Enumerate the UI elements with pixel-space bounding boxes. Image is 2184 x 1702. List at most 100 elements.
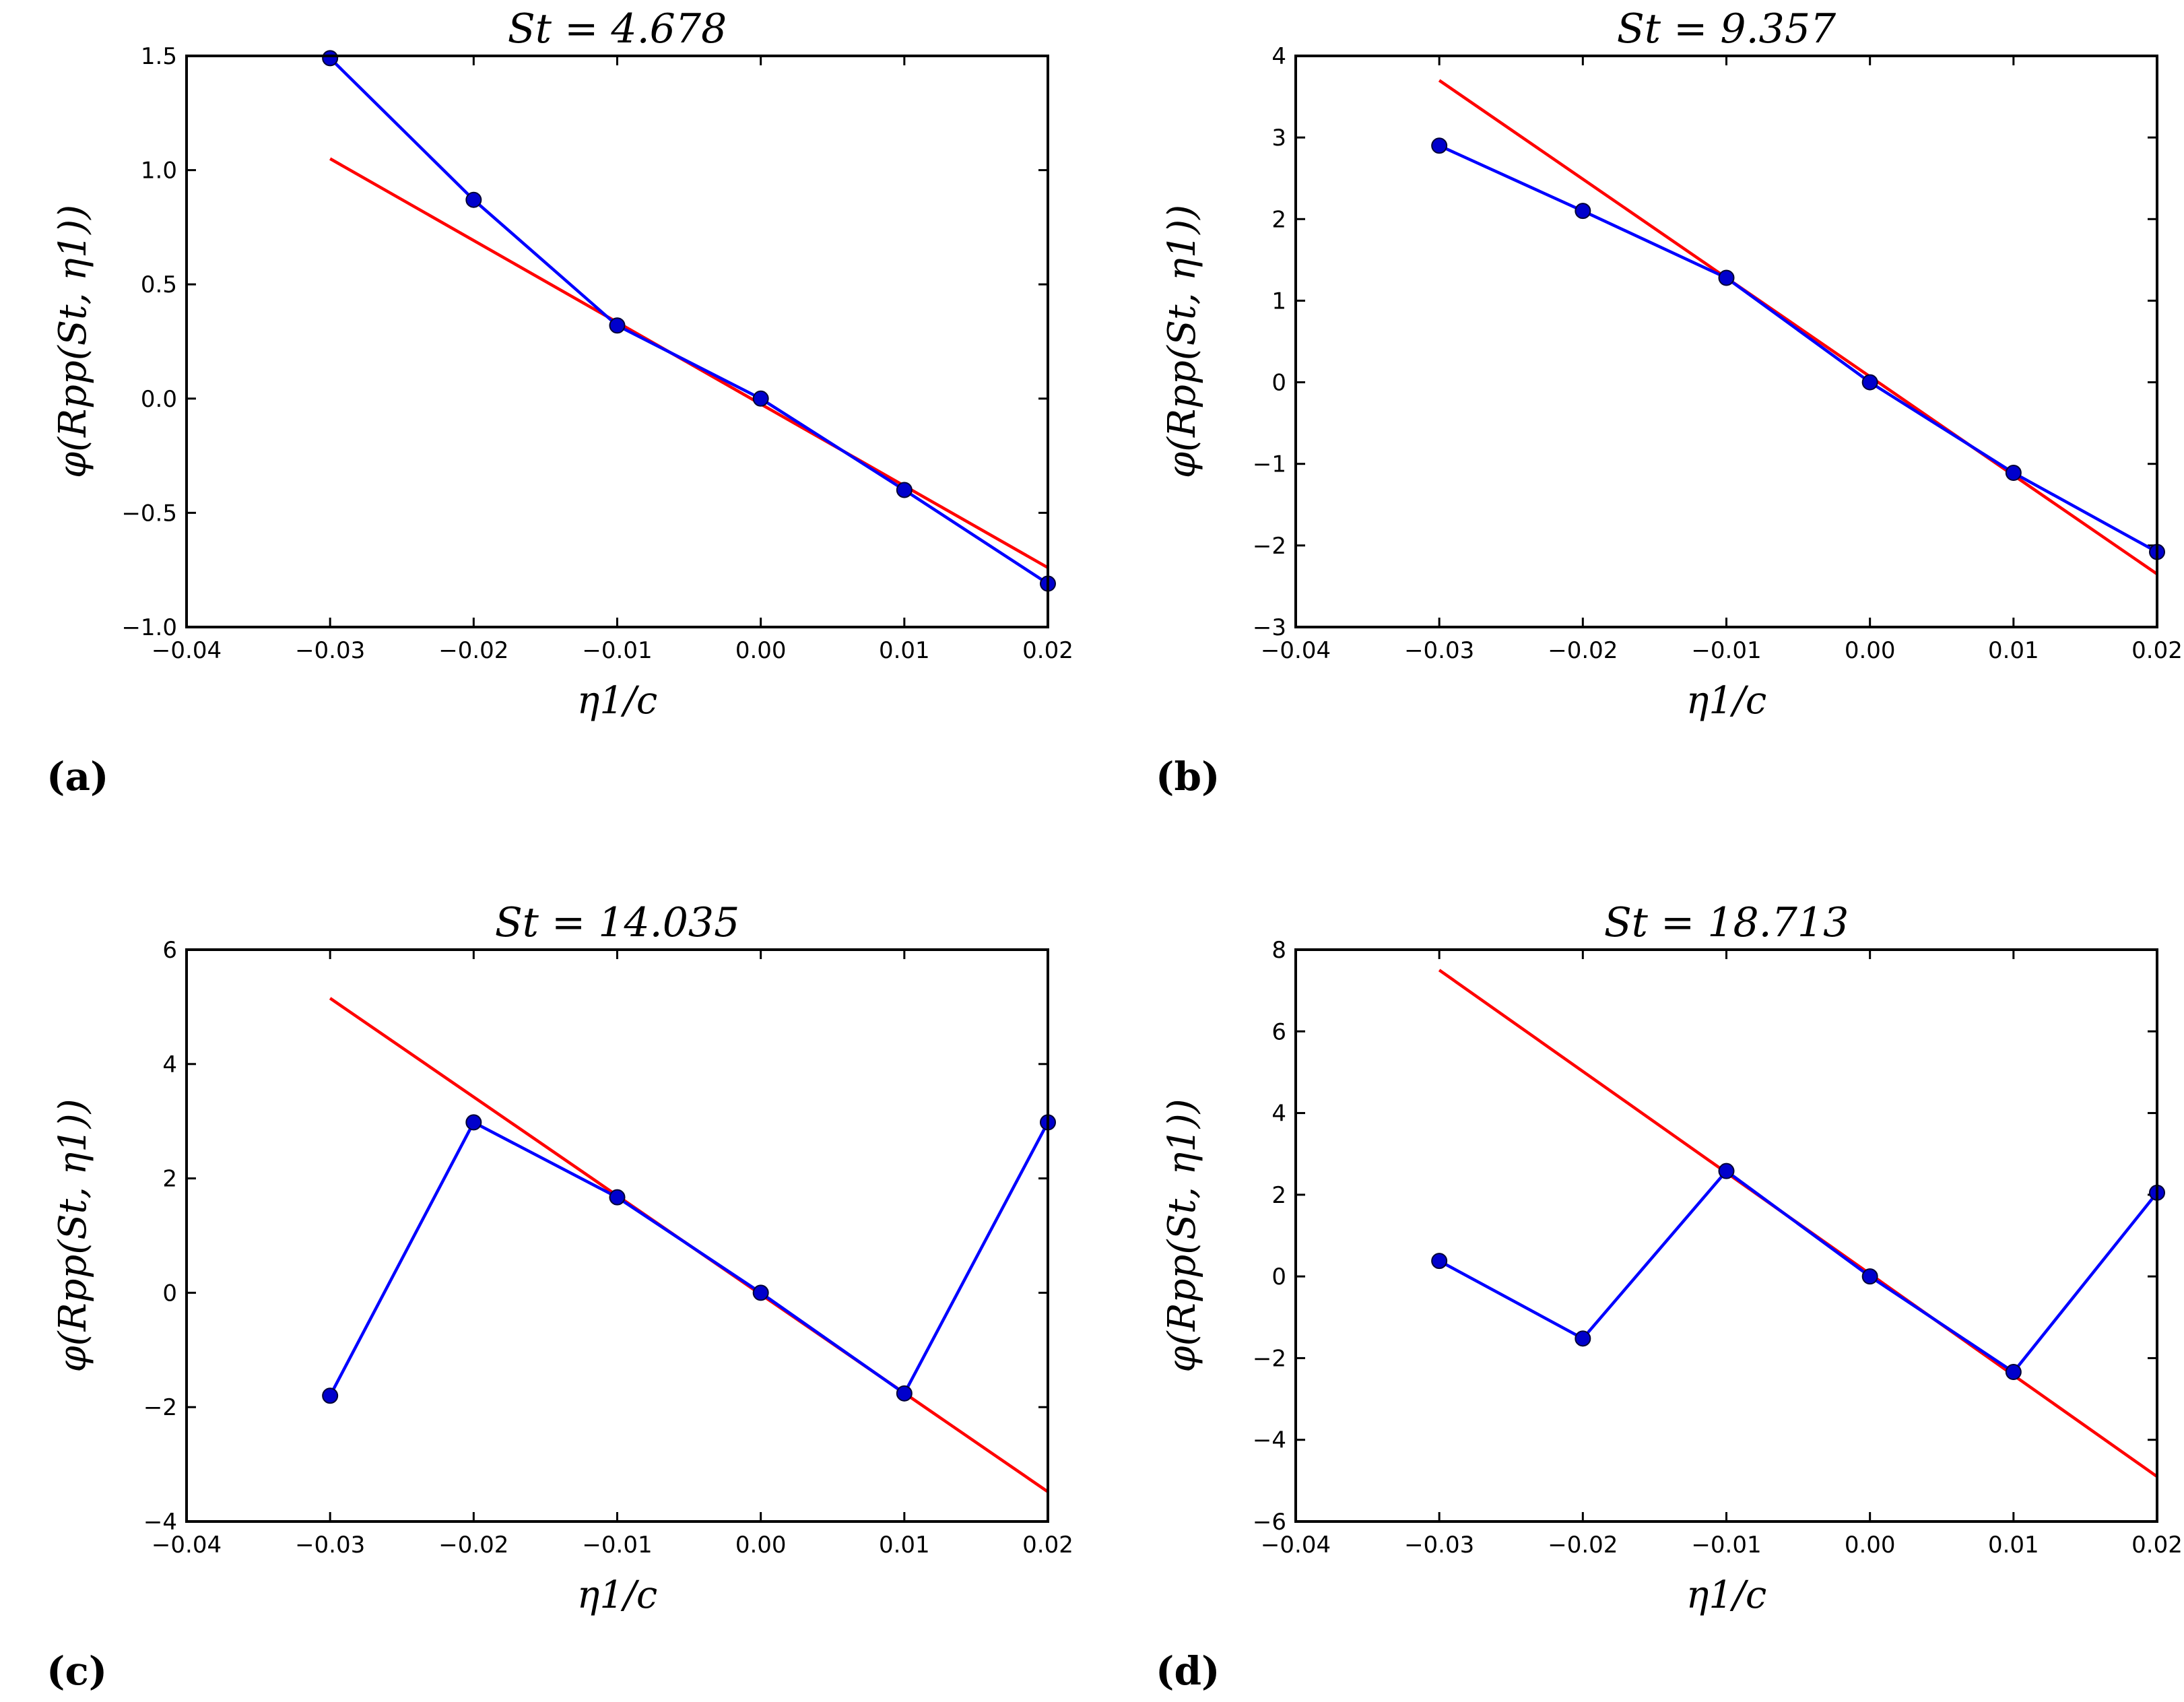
x-axis-label: η1/c bbox=[1686, 1573, 1766, 1617]
x-tick-label: −0.02 bbox=[1548, 637, 1618, 664]
x-axis-label: η1/c bbox=[577, 679, 657, 723]
y-tick-label: 4 bbox=[1271, 1101, 1286, 1127]
x-tick-label: 0.01 bbox=[1988, 1532, 2039, 1559]
data-point bbox=[1718, 1163, 1735, 1179]
y-tick-label: 0 bbox=[1271, 1264, 1286, 1290]
chart-title: St = 4.678 bbox=[508, 5, 727, 53]
data-point bbox=[896, 1385, 913, 1402]
x-axis-label: η1/c bbox=[1686, 679, 1766, 723]
axes-frame bbox=[1294, 55, 2158, 628]
data-point bbox=[1575, 203, 1591, 220]
y-tick-label: 3 bbox=[1271, 125, 1286, 152]
y-tick-label: 4 bbox=[162, 1051, 177, 1078]
axes-frame bbox=[185, 55, 1049, 628]
data-line bbox=[1438, 144, 2158, 554]
data-point bbox=[322, 50, 339, 67]
data-line bbox=[329, 1120, 1049, 1397]
y-tick-label: −2 bbox=[1253, 533, 1286, 560]
y-tick-label: 0 bbox=[1271, 370, 1286, 397]
x-tick-label: 0.00 bbox=[1845, 1532, 1896, 1559]
series-layer bbox=[1431, 79, 2165, 576]
y-axis-label: φ(Rpp(St, η1)) bbox=[1160, 205, 1204, 478]
y-tick-label: −2 bbox=[1253, 1345, 1286, 1372]
y-axis-label: φ(Rpp(St, η1)) bbox=[1160, 1099, 1204, 1372]
x-tick-label: 0.02 bbox=[2131, 1532, 2183, 1559]
data-line bbox=[1438, 1169, 2158, 1375]
y-tick-label: −4 bbox=[143, 1509, 177, 1536]
data-point bbox=[1718, 269, 1735, 286]
x-tick-label: 0.02 bbox=[1022, 1532, 1073, 1559]
x-tick-label: 0.00 bbox=[735, 637, 787, 664]
plot-layer: −0.04 −0.03 −0.02 −0.01 0.00 0.01 0.02 −1.0 −0.5… bbox=[121, 43, 1073, 664]
x-tick-label: −0.04 bbox=[1261, 637, 1331, 664]
panel-a: St = 4.678 η1/c φ(Rpp(St, η1)) (a) −0.04… bbox=[46, 5, 1073, 799]
y-tick-label: −0.5 bbox=[121, 500, 177, 527]
y-tick-label: −1 bbox=[1253, 451, 1286, 478]
x-tick-label: −0.03 bbox=[1404, 637, 1474, 664]
data-point bbox=[1861, 1268, 1878, 1285]
data-point bbox=[465, 1114, 482, 1131]
y-axis-label: φ(Rpp(St, η1)) bbox=[51, 205, 95, 478]
y-tick-label: 6 bbox=[1271, 1018, 1286, 1045]
x-tick-label: −0.04 bbox=[1261, 1532, 1331, 1559]
x-tick-label: 0.02 bbox=[1022, 637, 1073, 664]
x-tick-label: −0.02 bbox=[438, 1532, 508, 1559]
plot-layer: −0.04 −0.03 −0.02 −0.01 0.00 0.01 0.02 −3 −2 −1 0 1… bbox=[1253, 43, 2183, 664]
x-tick-label: −0.02 bbox=[438, 637, 508, 664]
data-point bbox=[1575, 1330, 1591, 1347]
y-tick-label: −1.0 bbox=[121, 614, 177, 641]
data-point bbox=[465, 191, 482, 208]
series-layer bbox=[322, 997, 1056, 1493]
data-point bbox=[1431, 137, 1448, 154]
x-tick-label: −0.03 bbox=[295, 1532, 365, 1559]
y-tick-label: 1.0 bbox=[141, 158, 177, 185]
y-tick-label: 1 bbox=[1271, 288, 1286, 315]
data-point bbox=[896, 482, 913, 498]
chart-title: St = 14.035 bbox=[495, 899, 740, 946]
y-tick-label: 0.5 bbox=[141, 271, 177, 298]
x-tick-label: 0.01 bbox=[879, 1532, 930, 1559]
data-point bbox=[609, 1189, 626, 1206]
y-tick-label: −4 bbox=[1253, 1427, 1286, 1454]
series-layer bbox=[322, 50, 1056, 592]
plot-layer: −0.04 −0.03 −0.02 −0.01 0.00 0.01 0.02 −4 −2 0 2 4 6 bbox=[143, 937, 1073, 1559]
x-tick-label: −0.01 bbox=[582, 637, 652, 664]
data-point bbox=[752, 1284, 769, 1301]
chart-title: St = 9.357 bbox=[1617, 5, 1836, 53]
data-point bbox=[1861, 374, 1878, 391]
data-point bbox=[322, 1387, 339, 1404]
data-point bbox=[609, 317, 626, 334]
y-tick-label: 0 bbox=[162, 1280, 177, 1307]
x-tick-label: 0.00 bbox=[735, 1532, 787, 1559]
panel-label: (d) bbox=[1156, 1648, 1220, 1694]
x-tick-label: −0.01 bbox=[1691, 1532, 1761, 1559]
data-line bbox=[329, 57, 1049, 585]
data-point bbox=[2005, 465, 2022, 482]
x-tick-label: −0.04 bbox=[152, 637, 222, 664]
chart-title: St = 18.713 bbox=[1604, 899, 1849, 946]
y-axis-label: φ(Rpp(St, η1)) bbox=[51, 1099, 95, 1372]
y-tick-label: 6 bbox=[162, 937, 177, 964]
y-tick-label: 4 bbox=[1271, 43, 1286, 70]
x-tick-label: 0.01 bbox=[1988, 637, 2039, 664]
x-tick-label: −0.04 bbox=[152, 1532, 222, 1559]
x-tick-label: −0.03 bbox=[1404, 1532, 1474, 1559]
data-point bbox=[2005, 1364, 2022, 1381]
series-layer bbox=[1431, 969, 2165, 1478]
x-tick-label: 0.01 bbox=[879, 637, 930, 664]
axes-frame bbox=[1294, 948, 2158, 1523]
y-tick-label: 2 bbox=[1271, 1182, 1286, 1209]
panel-label: (b) bbox=[1156, 754, 1220, 799]
y-tick-label: 2 bbox=[162, 1166, 177, 1193]
x-tick-label: −0.01 bbox=[1691, 637, 1761, 664]
y-tick-label: 8 bbox=[1271, 937, 1286, 964]
plot-layer: −0.04 −0.03 −0.02 −0.01 0.00 0.01 0.02 −6 −4 −2 0 2… bbox=[1253, 937, 2183, 1559]
x-tick-label: −0.01 bbox=[582, 1532, 652, 1559]
y-tick-label: 0.0 bbox=[141, 386, 177, 413]
panel-label: (c) bbox=[46, 1648, 107, 1694]
x-axis-label: η1/c bbox=[577, 1573, 657, 1617]
panel-b: St = 9.357 η1/c φ(Rpp(St, η1)) (b) −0.04… bbox=[1156, 5, 2183, 799]
y-tick-label: 1.5 bbox=[141, 43, 177, 70]
panel-c: St = 14.035 η1/c φ(Rpp(St, η1)) (c) −0.0… bbox=[46, 899, 1073, 1694]
